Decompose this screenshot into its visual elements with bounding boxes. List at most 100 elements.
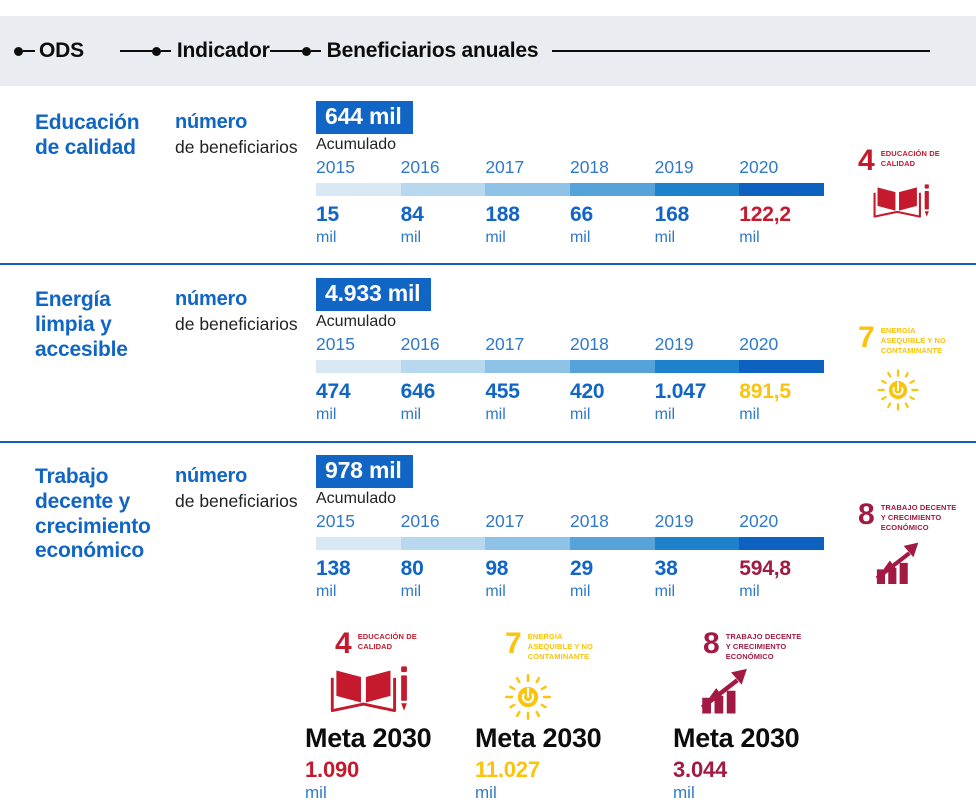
clean-energy-sun-icon [505, 674, 551, 721]
connector-line [269, 49, 302, 53]
bar-segment [569, 360, 655, 373]
legend-header: ODS Indicador Beneficiarios anuales [0, 16, 976, 86]
value-unit: mil [316, 583, 337, 600]
bar-segment [485, 360, 570, 373]
legend-label-ods: ODS [39, 39, 84, 62]
goal-value: 1.090 [305, 757, 360, 782]
sdg4-badge: 4 Educación de calidad [305, 629, 475, 714]
bar-segment [316, 360, 401, 373]
year-label: 2016 [400, 511, 440, 531]
goal-title: Meta 2030 [673, 723, 800, 753]
value-unit: mil [400, 229, 422, 246]
value-unit: mil [654, 583, 676, 600]
bar-segment [400, 537, 486, 550]
economic-growth-chart-icon [872, 541, 924, 588]
goal-educacion: 4 Educación de calidad Meta 2030 1.090 m… [305, 629, 475, 803]
value-unit: mil [654, 406, 676, 423]
sdg-badge-head: 7 Energía asequible y no contaminante [858, 323, 974, 356]
bar-segment [569, 537, 655, 550]
bullet-icon [301, 46, 311, 56]
year-label: 2015 [316, 157, 355, 177]
value: 420 [569, 380, 605, 403]
value: 80 [400, 557, 424, 580]
bar-segment [400, 360, 486, 373]
year-label: 2017 [485, 334, 525, 354]
accumulated-label: Acumulado [316, 136, 397, 153]
goal-unit: mil [475, 783, 497, 802]
clean-energy-sun-icon [877, 369, 919, 411]
value: 168 [654, 203, 690, 226]
sdg8-badge: 8 Trabajo decente y crecimiento económic… [673, 629, 843, 717]
value: 455 [485, 380, 520, 403]
value-unit: mil [485, 229, 506, 246]
value: 15 [316, 203, 339, 226]
value-unit: mil [654, 229, 676, 246]
sdg-badge-head: 7 Energía asequible y no contaminante [505, 627, 645, 662]
year-label: 2018 [569, 157, 609, 177]
ods-row-trabajo: Trabajo decente y crecimiento económico … [0, 449, 976, 617]
connector-line [23, 49, 35, 53]
bar-segment [739, 183, 824, 196]
year-label: 2017 [485, 511, 525, 531]
accumulated-value-badge: 978 mil [316, 455, 413, 488]
value: 98 [485, 557, 509, 580]
value: 38 [654, 557, 678, 580]
ods-title: Educación de calidad [35, 111, 140, 159]
year-label: 2016 [400, 334, 440, 354]
value-unit: mil [739, 406, 760, 423]
bullet-icon [14, 46, 23, 56]
year-label: 2015 [316, 511, 355, 531]
bar-segment [569, 183, 655, 196]
year-label: 2020 [739, 334, 779, 354]
bar-segment [485, 183, 570, 196]
value-unit: mil [400, 406, 422, 423]
indicator: número de beneficiarios [175, 288, 313, 335]
sdg-label: Energía asequible y no contaminante [527, 632, 593, 662]
value-unit: mil [485, 406, 506, 423]
sdg-badge-head: 4 Educación de calidad [858, 146, 974, 176]
sdg-badge-head: 8 Trabajo decente y crecimiento económic… [703, 629, 843, 662]
year-values: 138 mil 80 mil 98 mil 29 mil 38 mil 594,8 mil [316, 557, 824, 601]
connector-line [119, 49, 152, 53]
sdg-label: Trabajo decente y crecimiento económico [880, 503, 957, 533]
value-unit: mil [316, 406, 337, 423]
goal-trabajo: 8 Trabajo decente y crecimiento económic… [673, 629, 843, 803]
year-label: 2018 [569, 334, 609, 354]
indicator: número de beneficiarios [175, 465, 313, 512]
sdg7-badge: 7 Energía asequible y no contaminante [858, 323, 974, 416]
ods-row-educacion: Educación de calidad número de beneficia… [0, 95, 976, 263]
economic-growth-chart-icon [697, 668, 753, 717]
sdg7-badge: 7 Energía asequible y no contaminante [475, 627, 645, 726]
bar-segment [654, 537, 740, 550]
value-unit: mil [485, 583, 506, 600]
value: 474 [316, 380, 351, 403]
goal-value: 11.027 [475, 757, 540, 782]
value-highlight: 594,8 [739, 557, 791, 580]
bar-segment [400, 183, 486, 196]
legend-label-beneficiarios: Beneficiarios anuales [326, 39, 539, 62]
value: 138 [316, 557, 351, 580]
year-label: 2019 [654, 511, 694, 531]
year-label: 2015 [316, 334, 355, 354]
legend-label-indicador: Indicador [176, 39, 270, 62]
row-divider [0, 441, 976, 443]
value: 1.047 [654, 380, 707, 403]
value-unit: mil [400, 583, 422, 600]
ods-title: Trabajo decente y crecimiento económico [35, 465, 151, 563]
value: 66 [569, 203, 593, 226]
indicator-detail: de beneficiarios [175, 137, 298, 157]
education-book-icon [873, 183, 930, 218]
year-label: 2019 [654, 157, 694, 177]
sdg-number: 7 [505, 627, 522, 660]
goal-energia: 7 Energía asequible y no contaminante Me… [475, 627, 645, 803]
sdg-number: 8 [858, 498, 875, 531]
year-label: 2018 [569, 511, 609, 531]
bar-segment [654, 360, 740, 373]
goal-title: Meta 2030 [305, 723, 432, 753]
header-rule [552, 50, 930, 52]
row-divider [0, 263, 976, 265]
year-label: 2017 [485, 157, 525, 177]
sdg-badge-head: 4 Educación de calidad [335, 629, 475, 659]
value-unit: mil [739, 583, 760, 600]
